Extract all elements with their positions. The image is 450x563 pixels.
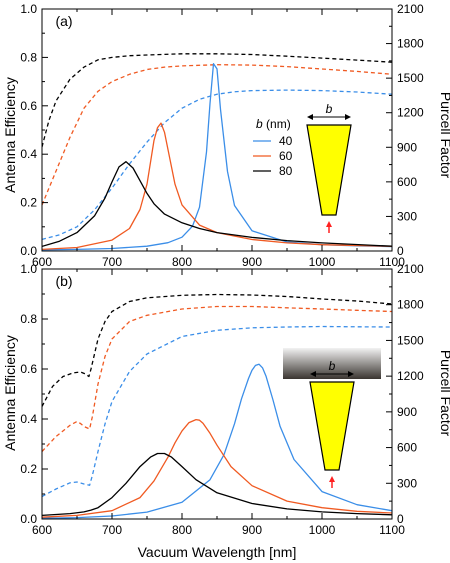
x-tick-label: 1000 bbox=[309, 523, 336, 537]
y-tick-label-left: 0.8 bbox=[20, 312, 37, 326]
x-tick-label: 900 bbox=[242, 255, 262, 269]
series-60-solid-line bbox=[42, 418, 392, 518]
y-tick-label-right: 300 bbox=[397, 476, 417, 490]
series-80-solid-line bbox=[42, 161, 392, 248]
x-tick-label: 800 bbox=[172, 523, 192, 537]
dimension-arrowhead-right bbox=[345, 114, 351, 120]
antenna-shape bbox=[306, 124, 352, 216]
x-tick-label: 600 bbox=[32, 523, 52, 537]
y-tick-label-left: 0.4 bbox=[20, 147, 37, 161]
y-axis-label-left: Antenna Efficiency bbox=[2, 77, 18, 193]
y-tick-label-right: 1800 bbox=[397, 37, 424, 51]
y-tick-label-right: 900 bbox=[397, 405, 417, 419]
series-60-dashed-line bbox=[42, 305, 392, 452]
y-tick-label-right: 1200 bbox=[397, 106, 424, 120]
x-tick-label: 700 bbox=[102, 255, 122, 269]
y-tick-label-right: 600 bbox=[397, 175, 417, 189]
legend-title: b (nm) bbox=[256, 117, 291, 131]
x-tick-label: 900 bbox=[242, 523, 262, 537]
series-group-a bbox=[42, 53, 392, 251]
x-tick-label: 600 bbox=[32, 255, 52, 269]
series-80-solid-line bbox=[42, 452, 392, 517]
panel-b: b 600 700 800 900 1000 1100 0.0 0.2 0.4 0.6 0.8 1.0 0… bbox=[20, 262, 424, 537]
legend-label-60: 60 bbox=[279, 149, 293, 163]
series-40-dashed-line bbox=[42, 89, 392, 241]
y-tick-label-left: 1.0 bbox=[20, 2, 37, 16]
series-80-dashed-line bbox=[42, 53, 392, 148]
series-40-dashed-line bbox=[42, 325, 392, 498]
y-axis-label-right: Purcell Factor bbox=[438, 92, 450, 179]
y-tick-label-right: 2100 bbox=[397, 262, 424, 276]
y-tick-label-right: 600 bbox=[397, 441, 417, 455]
panel-a: b 600 700 800 900 1000 1100 0.0 0.2 0.4 0.6 0.8 1.0 0… bbox=[20, 2, 424, 269]
source-arrowhead bbox=[326, 221, 332, 227]
x-axis-label: Vacuum Wavelength [nm] bbox=[138, 544, 297, 560]
y-axis-label-right-b: Purcell Factor bbox=[438, 350, 450, 437]
inset-dimension-label: b bbox=[326, 102, 333, 116]
y-tick-label-right: 300 bbox=[397, 209, 417, 223]
x-tick-label: 1000 bbox=[309, 255, 336, 269]
y-tick-label-right: 1800 bbox=[397, 298, 424, 312]
series-60-solid-line bbox=[42, 122, 392, 251]
y-tick-label-right: 2100 bbox=[397, 2, 424, 16]
y-tick-label-left: 1.0 bbox=[20, 262, 37, 276]
y-tick-label-left: 0.6 bbox=[20, 99, 37, 113]
series-group-b bbox=[42, 293, 392, 519]
x-tick-label: 1100 bbox=[379, 523, 405, 537]
series-40-solid-line bbox=[42, 363, 392, 519]
y-tick-label-left: 0.0 bbox=[20, 244, 37, 258]
series-80-dashed-line bbox=[42, 293, 392, 407]
panel-label: (b) bbox=[55, 273, 72, 289]
panel-label: (a) bbox=[55, 13, 72, 29]
antenna-inset-b: b bbox=[283, 348, 381, 488]
inset-dimension-label: b bbox=[329, 359, 336, 373]
y-tick-label-left: 0.4 bbox=[20, 412, 37, 426]
y-tick-label-left: 0.8 bbox=[20, 50, 37, 64]
y-tick-label-right: 1500 bbox=[397, 333, 424, 347]
shared-labels: Antenna Efficiency Antenna Efficiency Pu… bbox=[2, 77, 450, 560]
y-tick-label-left: 0.2 bbox=[20, 462, 37, 476]
x-tick-label: 800 bbox=[172, 255, 192, 269]
legend-label-80: 80 bbox=[279, 164, 293, 178]
y-tick-label-left: 0.2 bbox=[20, 196, 37, 210]
y-tick-label-right: 0 bbox=[397, 512, 404, 526]
dimension-arrowhead-right bbox=[348, 371, 354, 377]
antenna-inset-a: b bbox=[306, 102, 352, 233]
x-tick-label: 1100 bbox=[379, 255, 405, 269]
antenna-shape bbox=[309, 381, 355, 471]
source-arrowhead bbox=[329, 476, 335, 482]
dimension-arrowhead-left bbox=[310, 371, 316, 377]
y-tick-label-right: 900 bbox=[397, 140, 417, 154]
x-tick-label: 700 bbox=[102, 523, 122, 537]
y-tick-label-right: 0 bbox=[397, 244, 404, 258]
y-axis-label-left-b: Antenna Efficiency bbox=[2, 335, 18, 451]
y-tick-label-right: 1200 bbox=[397, 369, 424, 383]
legend-label-40: 40 bbox=[279, 134, 293, 148]
legend-title-unit: (nm) bbox=[263, 117, 291, 131]
series-60-dashed-line bbox=[42, 64, 392, 206]
y-tick-label-left: 0.0 bbox=[20, 512, 37, 526]
legend-title-var: b bbox=[256, 117, 263, 131]
dimension-arrowhead-left bbox=[307, 114, 313, 120]
y-tick-label-right: 1500 bbox=[397, 71, 424, 85]
y-tick-label-left: 0.6 bbox=[20, 362, 37, 376]
